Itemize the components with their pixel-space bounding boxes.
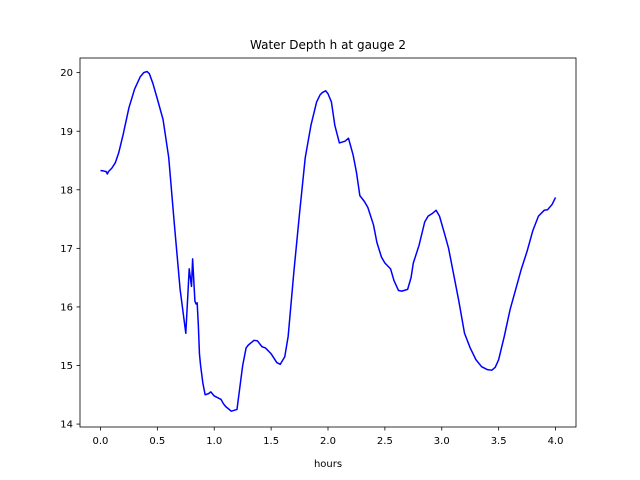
y-tick-label: 18 <box>60 185 73 196</box>
x-tick-label: 2.0 <box>320 436 336 447</box>
x-tick-label: 3.5 <box>491 436 507 447</box>
y-tick-label: 14 <box>60 420 73 431</box>
x-tick-label: 0.0 <box>93 436 109 447</box>
x-axis-title: hours <box>314 459 342 470</box>
series-line-1 <box>100 70 557 412</box>
y-tick-label: 15 <box>60 361 73 372</box>
x-tick-label: 3.0 <box>434 436 450 447</box>
x-tick-label: 2.5 <box>377 436 393 447</box>
y-axis: 14 15 16 17 18 19 20 <box>60 68 80 431</box>
plot-frame <box>79 57 577 428</box>
plot-area <box>79 57 577 428</box>
chart-title: Water Depth h at gauge 2 <box>250 38 406 52</box>
y-tick-label: 20 <box>60 68 73 79</box>
x-tick-label: 4.0 <box>548 436 564 447</box>
x-axis: 0.0 0.5 1.0 1.5 2.0 2.5 3.0 3.5 4.0 <box>93 427 564 447</box>
y-tick-label: 17 <box>60 244 73 255</box>
x-tick-label: 1.0 <box>206 436 222 447</box>
y-tick-label: 16 <box>60 303 73 314</box>
x-tick-label: 0.5 <box>149 436 165 447</box>
x-tick-label: 1.5 <box>263 436 279 447</box>
y-tick-label: 19 <box>60 127 73 138</box>
